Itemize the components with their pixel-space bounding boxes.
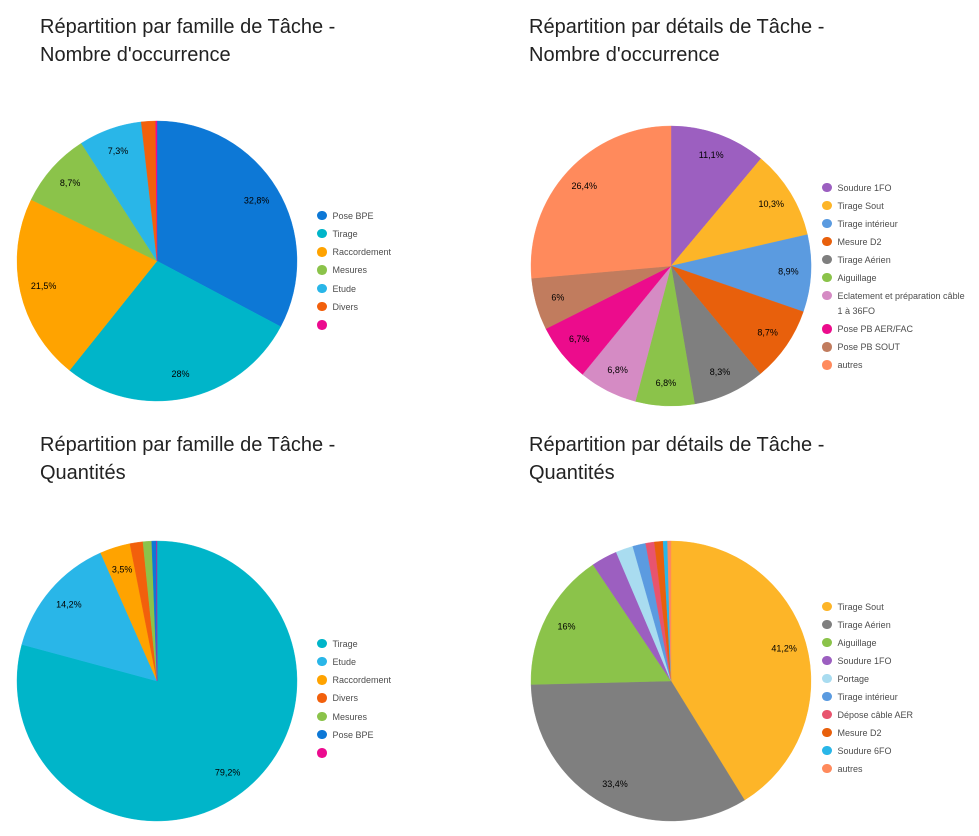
svg-text:21,5%: 21,5% [31, 281, 57, 291]
svg-text:8,9%: 8,9% [778, 267, 799, 277]
svg-text:11,1%: 11,1% [699, 150, 724, 160]
svg-text:14,2%: 14,2% [56, 600, 82, 610]
svg-text:28%: 28% [172, 369, 190, 379]
svg-text:8,7%: 8,7% [60, 178, 81, 188]
svg-text:10,3%: 10,3% [759, 199, 785, 209]
svg-text:6,8%: 6,8% [656, 378, 677, 388]
svg-text:33,4%: 33,4% [602, 779, 628, 789]
svg-text:3,5%: 3,5% [112, 565, 133, 575]
svg-text:8,3%: 8,3% [710, 367, 731, 377]
svg-text:16%: 16% [558, 621, 576, 631]
svg-text:6,8%: 6,8% [607, 365, 628, 375]
svg-text:8,7%: 8,7% [757, 327, 778, 337]
svg-text:32,8%: 32,8% [244, 195, 270, 205]
svg-text:79,2%: 79,2% [215, 768, 241, 778]
svg-text:6,7%: 6,7% [569, 334, 590, 344]
svg-text:6%: 6% [551, 292, 564, 302]
svg-text:7,3%: 7,3% [108, 146, 129, 156]
svg-text:41,2%: 41,2% [771, 643, 797, 653]
svg-text:26,4%: 26,4% [572, 181, 598, 191]
